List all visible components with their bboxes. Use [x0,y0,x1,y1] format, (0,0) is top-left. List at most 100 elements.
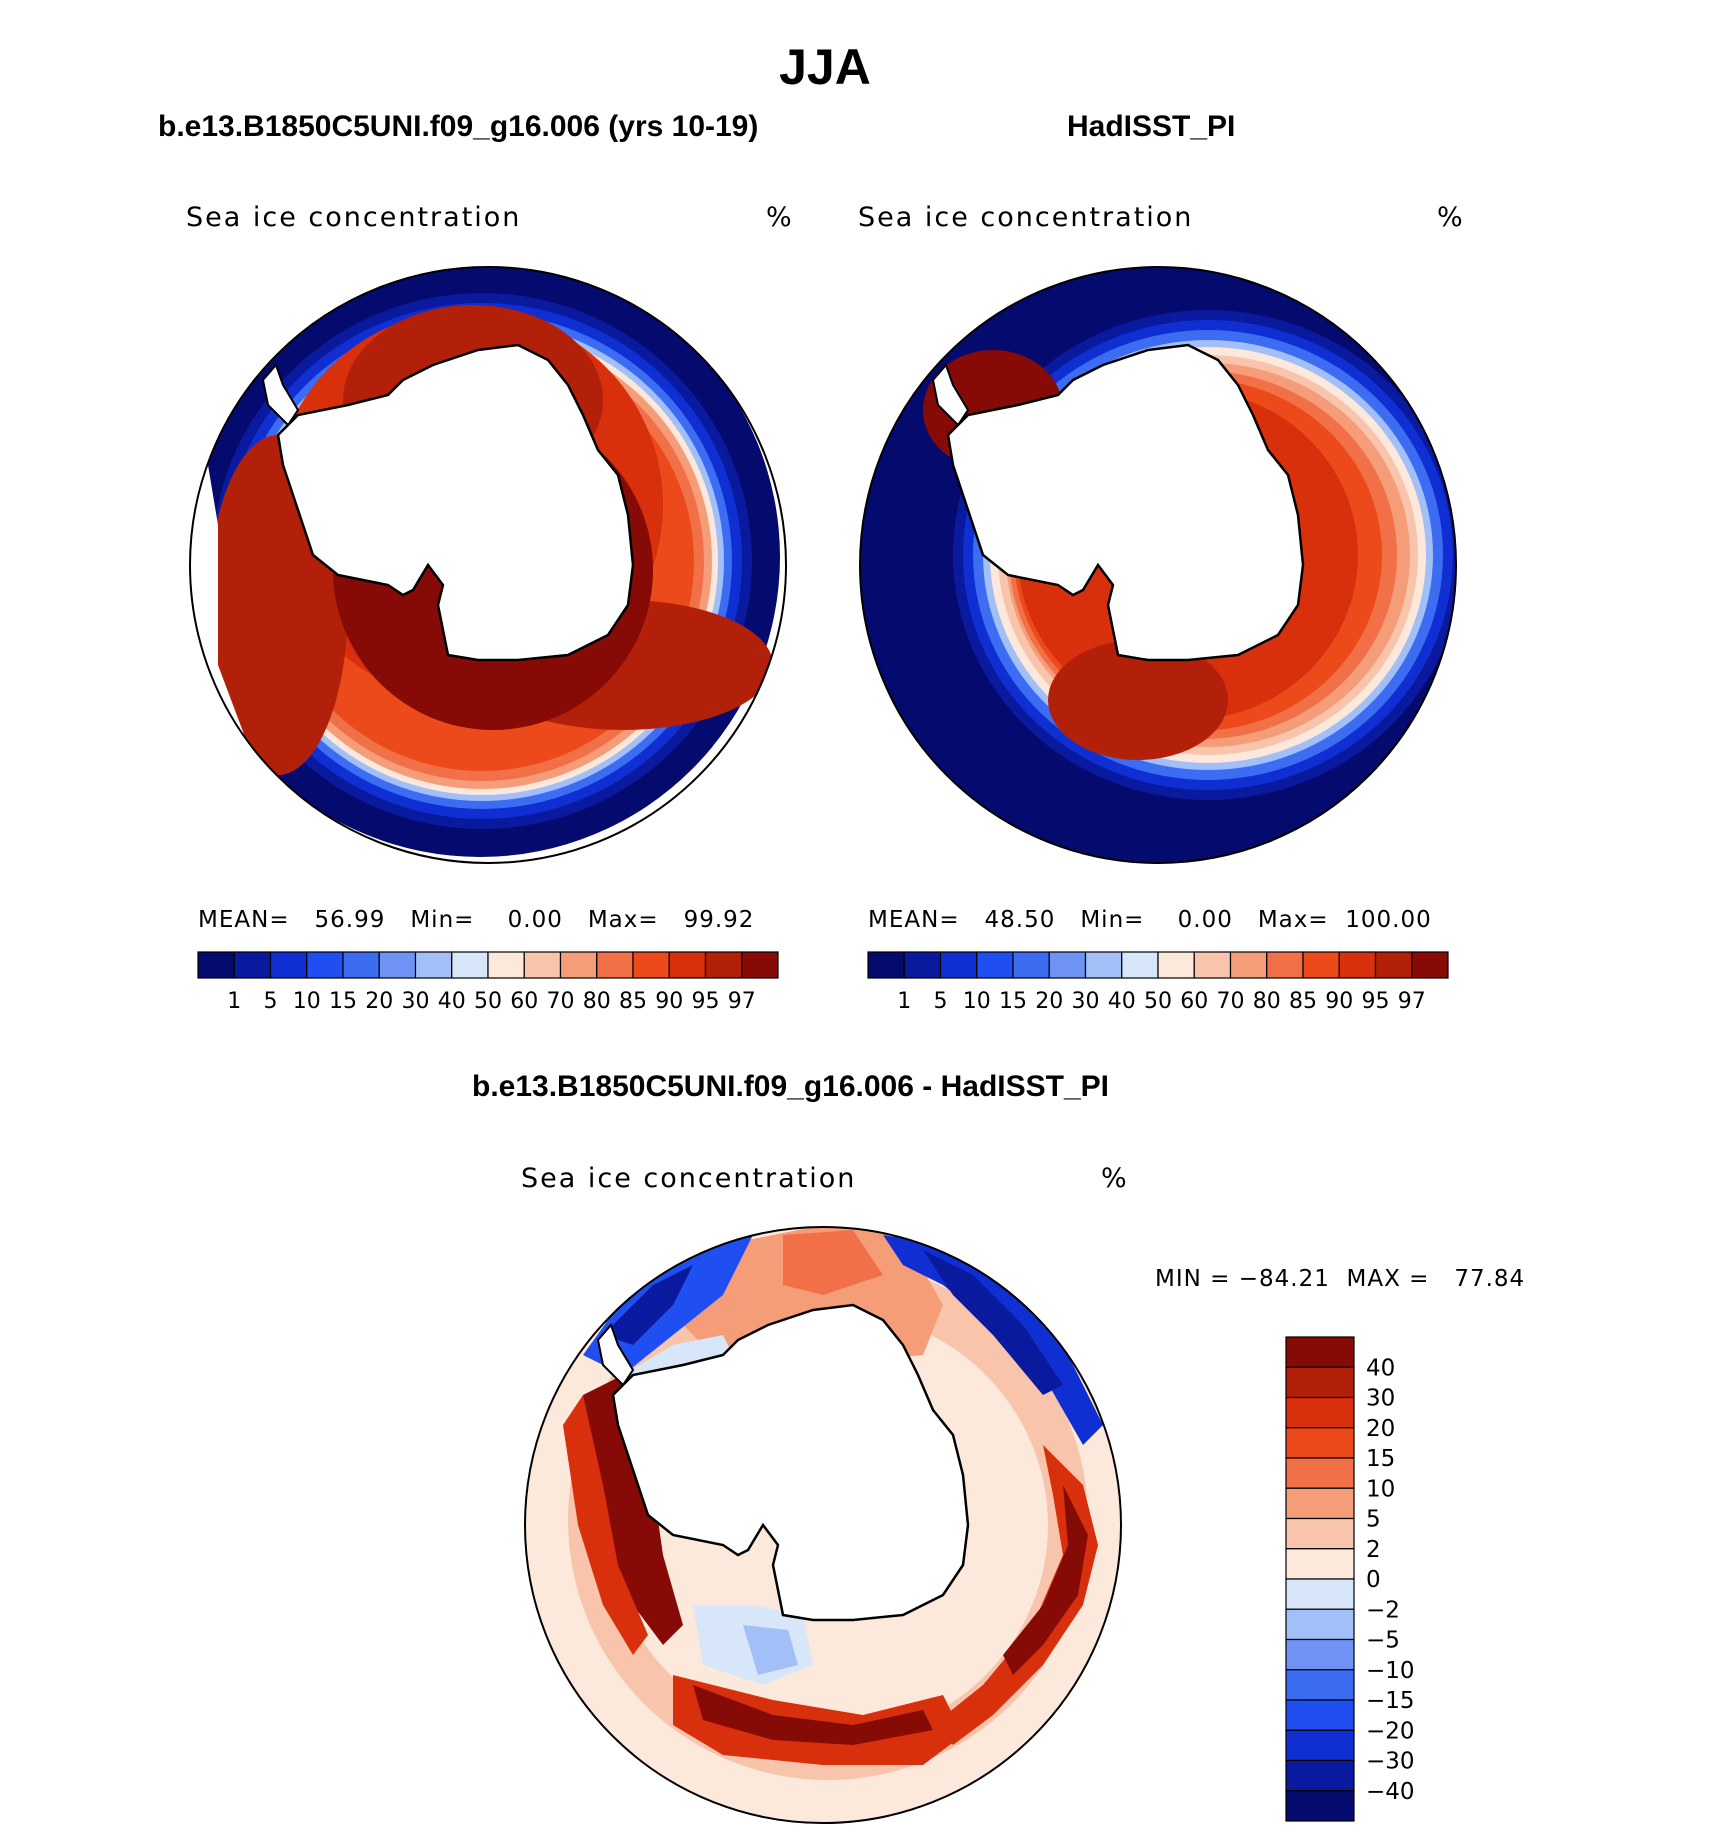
left-colorbar-swatch [596,951,634,979]
right-colorbar-swatch [1338,951,1377,979]
diff-colorbar-swatch [1285,1729,1355,1762]
left-colorbar: 1 5 10 15 20 30 40 50 60 70 80 85 90 95 97 [197,951,779,1014]
left-colorbar-tick-label: 60 [510,989,538,1014]
left-colorbar-swatch [269,951,308,979]
right-mean-label: MEAN= [868,907,960,933]
left-colorbar-tick-label: 20 [365,989,393,1014]
left-colorbar-swatch [559,951,598,979]
right-colorbar-swatch [1157,951,1195,979]
left-colorbar-swatch [741,951,779,979]
diff-colorbar-tick-label: −10 [1366,1658,1415,1684]
right-colorbar-swatch [1084,951,1123,979]
right-colorbar-tick-label: 70 [1217,989,1245,1014]
right-colorbar-swatch [1411,951,1449,979]
left-colorbar-swatch [632,951,670,979]
left-colorbar-tick-label: 85 [619,989,647,1014]
diff-colorbar-swatch [1285,1487,1355,1520]
diff-colorbar-tick-label: 2 [1366,1537,1381,1563]
right-colorbar-tick-label: 50 [1144,989,1172,1014]
right-colorbar-tick-label: 97 [1398,989,1426,1014]
right-colorbar-tick-label: 80 [1253,989,1281,1014]
diff-colorbar-tick-label: −20 [1366,1718,1415,1744]
right-colorbar-tick-label: 20 [1035,989,1063,1014]
left-colorbar-tick-label: 10 [293,989,321,1014]
right-units-label: % [1437,202,1465,233]
diff-colorbar-swatch [1285,1699,1355,1731]
right-colorbar: 1 5 10 15 20 30 40 50 60 70 80 85 90 95 97 [867,951,1449,1014]
right-colorbar-swatch [1121,951,1159,979]
left-colorbar-tick-label: 95 [692,989,720,1014]
left-max-label: Max= [587,907,659,933]
left-colorbar-tick-label: 40 [438,989,466,1014]
left-stats: MEAN= 56.99 Min= 0.00 Max= 99.92 [198,907,754,933]
diff-min-label: MIN = [1155,1266,1231,1292]
right-min-value: 0.00 [1177,907,1233,933]
left-colorbar-swatch [306,951,344,979]
left-max-value: 99.92 [683,907,755,933]
diff-colorbar-tick-label: −15 [1366,1688,1415,1714]
right-colorbar-swatch [1302,951,1340,979]
right-colorbar-swatch [1048,951,1087,979]
diff-colorbar-tick-label: −2 [1366,1597,1400,1623]
left-polar-map [189,266,787,864]
right-colorbar-swatch [1266,951,1304,979]
right-colorbar-tick-label: 10 [963,989,991,1014]
left-colorbar-tick-label: 1 [227,989,241,1014]
figure-title: JJA [779,39,871,95]
left-colorbar-swatch [378,951,417,979]
right-colorbar-swatch [903,951,942,979]
right-variable-label: Sea ice concentration [858,202,1194,233]
left-colorbar-tick-label: 15 [329,989,357,1014]
left-colorbar-swatch [414,951,453,979]
left-colorbar-swatch [197,951,235,979]
left-colorbar-swatch [523,951,562,979]
right-max-label: Max= [1257,907,1329,933]
right-colorbar-tick-label: 15 [999,989,1027,1014]
right-colorbar-swatch [1374,951,1413,979]
left-panel-title: b.e13.B1850C5UNI.f09_g16.006 (yrs 10-19) [158,110,759,143]
left-units-label: % [766,202,794,233]
diff-panel-title: b.e13.B1850C5UNI.f09_g16.006 - HadISST_P… [472,1070,1109,1103]
left-colorbar-swatch [233,951,272,979]
right-colorbar-tick-label: 40 [1108,989,1136,1014]
diff-colorbar-tick-label: 10 [1366,1476,1395,1502]
diff-colorbar-tick-label: −40 [1366,1779,1415,1805]
diff-units-label: % [1101,1163,1129,1194]
right-polar-map [859,266,1457,864]
right-colorbar-swatch [1012,951,1050,979]
right-colorbar-tick-label: 1 [897,989,911,1014]
diff-colorbar-swatch [1285,1457,1355,1489]
diff-colorbar-swatch [1285,1548,1355,1580]
right-colorbar-swatch [1229,951,1268,979]
diff-max-label: MAX = [1346,1266,1430,1292]
right-stats: MEAN= 48.50 Min= 0.00 Max= 100.00 [868,907,1432,933]
left-colorbar-tick-label: 90 [655,989,683,1014]
left-colorbar-tick-label: 50 [474,989,502,1014]
right-colorbar-tick-label: 5 [934,989,948,1014]
diff-minmax: MIN = −84.21 MAX = 77.84 [1155,1266,1525,1292]
left-colorbar-tick-label: 97 [728,989,756,1014]
diff-colorbar-swatch [1285,1790,1355,1822]
right-colorbar-swatch [867,951,905,979]
left-colorbar-tick-label: 70 [547,989,575,1014]
diff-colorbar-swatch [1285,1396,1355,1429]
right-min-label: Min= [1080,907,1145,933]
diff-colorbar-tick-label: −30 [1366,1749,1415,1775]
diff-min-value: −84.21 [1238,1266,1330,1292]
left-colorbar-swatch [451,951,489,979]
diff-colorbar-swatch [1285,1759,1355,1792]
right-mean-value: 48.50 [984,907,1056,933]
right-colorbar-tick-label: 95 [1362,989,1390,1014]
diff-colorbar-swatch [1285,1427,1355,1459]
left-colorbar-swatch [342,951,380,979]
diff-colorbar-tick-label: 5 [1366,1507,1381,1533]
diff-colorbar-tick-label: −5 [1366,1628,1400,1654]
right-colorbar-tick-label: 30 [1072,989,1100,1014]
diff-colorbar-swatch [1285,1669,1355,1701]
left-colorbar-swatch [487,951,525,979]
diff-colorbar-swatch [1285,1638,1355,1671]
left-min-label: Min= [410,907,475,933]
diff-colorbar-swatch [1285,1517,1355,1550]
left-variable-label: Sea ice concentration [186,202,522,233]
